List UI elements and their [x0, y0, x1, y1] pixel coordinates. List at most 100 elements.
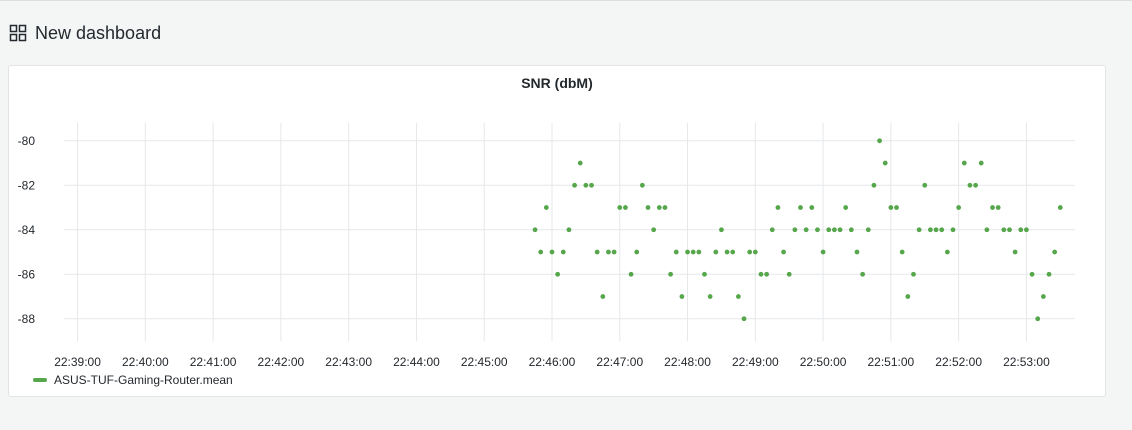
data-point[interactable]	[860, 271, 866, 277]
data-point[interactable]	[611, 249, 617, 255]
data-point[interactable]	[741, 316, 747, 322]
data-point[interactable]	[950, 227, 956, 233]
data-point[interactable]	[589, 182, 594, 188]
data-point[interactable]	[668, 271, 673, 277]
data-point[interactable]	[877, 138, 882, 144]
data-point[interactable]	[1057, 205, 1063, 210]
data-point[interactable]	[594, 249, 600, 255]
data-point[interactable]	[990, 205, 995, 210]
data-point[interactable]	[600, 294, 606, 299]
data-point[interactable]	[1052, 249, 1058, 255]
data-point[interactable]	[628, 271, 634, 277]
data-point[interactable]	[899, 249, 905, 255]
data-point[interactable]	[651, 227, 657, 233]
data-point[interactable]	[939, 227, 945, 233]
data-point[interactable]	[1018, 227, 1024, 233]
data-point[interactable]	[769, 227, 775, 233]
data-point[interactable]	[577, 160, 583, 166]
legend-label[interactable]: ASUS-TUF-Gaming-Router.mean	[54, 373, 233, 387]
data-point[interactable]	[894, 205, 899, 210]
data-point[interactable]	[803, 227, 809, 233]
data-point[interactable]	[696, 249, 702, 255]
data-point[interactable]	[1035, 316, 1041, 322]
data-point[interactable]	[871, 182, 877, 188]
data-point[interactable]	[911, 271, 916, 277]
data-point[interactable]	[888, 205, 894, 210]
panel-title[interactable]: SNR (dbM)	[521, 75, 593, 91]
data-point[interactable]	[735, 294, 741, 299]
data-point[interactable]	[775, 205, 781, 210]
data-point[interactable]	[623, 205, 628, 210]
dashboard-title[interactable]: New dashboard	[35, 22, 162, 43]
data-point[interactable]	[820, 249, 826, 255]
data-point[interactable]	[707, 294, 713, 299]
data-point[interactable]	[831, 227, 837, 233]
data-point[interactable]	[865, 227, 871, 233]
data-point[interactable]	[758, 271, 764, 277]
data-point[interactable]	[1040, 294, 1046, 299]
data-point[interactable]	[747, 249, 753, 255]
data-point[interactable]	[882, 160, 888, 166]
data-point[interactable]	[719, 227, 724, 233]
data-point[interactable]	[922, 182, 928, 188]
data-point[interactable]	[724, 249, 730, 255]
data-point[interactable]	[702, 271, 707, 277]
data-point[interactable]	[916, 227, 922, 233]
data-point[interactable]	[978, 160, 984, 166]
data-point[interactable]	[809, 205, 815, 210]
data-point[interactable]	[1001, 227, 1007, 233]
data-point[interactable]	[973, 182, 978, 188]
data-point[interactable]	[905, 294, 911, 299]
legend[interactable]: ASUS-TUF-Gaming-Router.mean	[33, 373, 233, 387]
data-point[interactable]	[538, 249, 544, 255]
data-point[interactable]	[606, 249, 611, 255]
data-point[interactable]	[685, 249, 690, 255]
data-point[interactable]	[673, 249, 679, 255]
data-point[interactable]	[1012, 249, 1018, 255]
data-point[interactable]	[792, 227, 798, 233]
data-point[interactable]	[555, 271, 561, 277]
data-point[interactable]	[1029, 271, 1035, 277]
data-point[interactable]	[826, 227, 832, 233]
data-point[interactable]	[944, 249, 950, 255]
data-point[interactable]	[815, 227, 820, 233]
x-tick-label: 22:49:00	[732, 355, 779, 369]
data-point[interactable]	[837, 227, 843, 233]
data-point[interactable]	[984, 227, 990, 233]
data-point[interactable]	[848, 227, 854, 233]
data-point[interactable]	[730, 249, 736, 255]
data-point[interactable]	[679, 294, 685, 299]
data-point[interactable]	[572, 182, 577, 188]
data-point[interactable]	[995, 205, 1001, 210]
data-point[interactable]	[956, 205, 962, 210]
data-point[interactable]	[798, 205, 803, 210]
data-point[interactable]	[617, 205, 623, 210]
grid-icon[interactable]	[9, 24, 27, 42]
data-point[interactable]	[690, 249, 696, 255]
data-point[interactable]	[583, 182, 589, 188]
data-point[interactable]	[933, 227, 939, 233]
data-point[interactable]	[967, 182, 973, 188]
data-point[interactable]	[928, 227, 933, 233]
data-point[interactable]	[532, 227, 538, 233]
data-point[interactable]	[662, 205, 668, 210]
data-point[interactable]	[1007, 227, 1012, 233]
data-point[interactable]	[752, 249, 758, 255]
data-point[interactable]	[560, 249, 566, 255]
data-point[interactable]	[1024, 227, 1029, 233]
data-point[interactable]	[764, 271, 770, 277]
data-point[interactable]	[549, 249, 555, 255]
data-point[interactable]	[656, 205, 662, 210]
data-point[interactable]	[634, 249, 640, 255]
data-point[interactable]	[713, 249, 719, 255]
data-point[interactable]	[543, 205, 549, 210]
data-point[interactable]	[843, 205, 849, 210]
data-point[interactable]	[781, 249, 786, 255]
data-point[interactable]	[961, 160, 967, 166]
data-point[interactable]	[786, 271, 792, 277]
data-point[interactable]	[566, 227, 572, 233]
data-point[interactable]	[639, 182, 645, 188]
data-point[interactable]	[854, 249, 860, 255]
data-point[interactable]	[645, 205, 651, 210]
data-point[interactable]	[1046, 271, 1052, 277]
